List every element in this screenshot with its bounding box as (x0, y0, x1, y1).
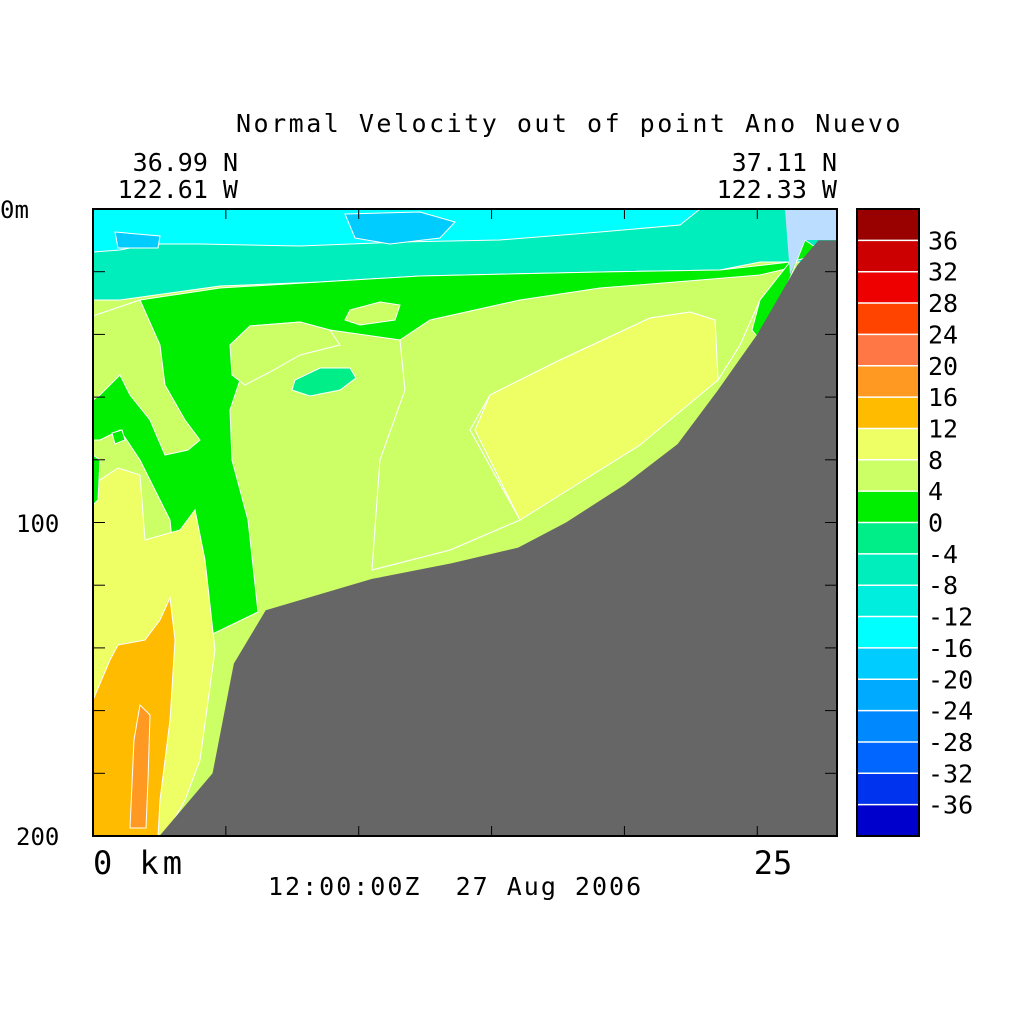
x-tick-label-0: 0 km (93, 844, 186, 882)
colorbar-label--4: -4 (928, 540, 958, 569)
colorbar-swatch-28-to-32 (857, 271, 919, 304)
y-tick-label-200: 200 (16, 823, 59, 851)
colorbar-swatch--40-to--36 (857, 804, 919, 837)
colorbar-label-16: 16 (928, 383, 958, 412)
x-axis-ticks (92, 209, 758, 836)
region-velocity-minus-16 (344, 211, 456, 245)
colorbar-swatch-16-to-20 (857, 365, 919, 398)
colorbar-swatch-8-to-12 (857, 428, 919, 461)
colorbar-label--12: -12 (928, 603, 973, 632)
end-latitude: 37.11 N (732, 148, 837, 177)
colorbar-label-28: 28 (928, 289, 958, 318)
colorbar-swatch-20-to-24 (857, 334, 919, 367)
chart-title: Normal Velocity out of point Ano Nuevo (236, 109, 903, 138)
colorbar-label-36: 36 (928, 226, 958, 255)
region-velocity-pale-nearshore (785, 209, 837, 275)
colorbar-label-32: 32 (928, 258, 958, 287)
colorbar-swatch--36-to--32 (857, 773, 919, 806)
y-tick-label-100: 100 (16, 510, 59, 538)
colorbar-label--24: -24 (928, 697, 973, 726)
colorbar-swatch-36-to-40 (857, 209, 919, 241)
colorbar-swatch--20-to--16 (857, 647, 919, 680)
region-velocity-4-c (344, 301, 401, 326)
region-velocity-0-left (93, 454, 101, 506)
region-velocity-8 (474, 311, 719, 521)
region-velocity-4-b (229, 321, 341, 386)
timestamp: 12:00:00Z 27 Aug 2006 (268, 872, 643, 901)
colorbar-frame (856, 208, 920, 837)
colorbar-swatch--16-to--12 (857, 616, 919, 649)
colorbar-swatch--28-to--24 (857, 710, 919, 743)
colorbar-label-12: 12 (928, 414, 958, 443)
colorbar-label--36: -36 (928, 791, 973, 820)
colorbar-swatch-4-to-8 (857, 459, 919, 492)
colorbar-swatch--32-to--28 (857, 741, 919, 774)
colorbar-label-8: 8 (928, 446, 943, 475)
region-velocity-minus-4 (291, 367, 357, 397)
y-axis-ticks (93, 208, 837, 837)
region-velocity-4-a (93, 299, 201, 456)
colorbar-swatch-12-to-16 (857, 397, 919, 429)
colorbar-label--16: -16 (928, 634, 973, 663)
region-velocity-minus-12-small (114, 231, 161, 249)
region-velocity-4-d (371, 267, 792, 571)
start-longitude: 122.61 W (118, 175, 239, 204)
x-tick-label-25: 25 (754, 844, 793, 882)
colorbar-label-24: 24 (928, 320, 958, 349)
colorbar-swatch-32-to-36 (857, 240, 919, 273)
end-longitude: 122.33 W (717, 175, 838, 204)
colorbar-label--32: -32 (928, 759, 973, 788)
region-velocity-12 (93, 596, 176, 836)
colorbar-swatch--24-to--20 (857, 679, 919, 712)
colorbar-label-0: 0 (928, 509, 943, 538)
colorbar-label--20: -20 (928, 665, 973, 694)
colorbar-swatch--4-to-0 (857, 522, 919, 555)
start-latitude: 36.99 N (133, 148, 238, 177)
bathymetry (159, 240, 837, 836)
colorbar-label-4: 4 (928, 477, 943, 506)
colorbar-label--8: -8 (928, 571, 958, 600)
region-velocity-16 (129, 703, 151, 829)
region-velocity-0-dot (111, 429, 126, 445)
colorbar-swatch--8-to--4 (857, 553, 919, 586)
y-tick-label-0: 0m (0, 196, 29, 224)
plot-area (93, 209, 837, 836)
colorbar-swatch--12-to--8 (857, 585, 919, 618)
colorbar (857, 209, 919, 837)
colorbar-label--28: -28 (928, 728, 973, 757)
colorbar-swatch-0-to-4 (857, 491, 919, 523)
colorbar-label-20: 20 (928, 352, 958, 381)
colorbar-swatch-24-to-28 (857, 303, 919, 335)
